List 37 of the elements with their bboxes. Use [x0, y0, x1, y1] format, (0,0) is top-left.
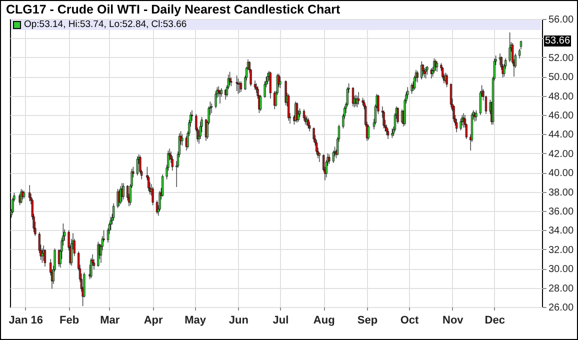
- candlestick: [358, 92, 360, 105]
- x-tick-label: Dec: [484, 314, 505, 326]
- x-tick-label: Mar: [100, 314, 120, 326]
- x-tick-label: Jul: [272, 314, 289, 326]
- y-tick-label: 42.00: [548, 148, 574, 160]
- x-tick-label: Apr: [144, 314, 164, 326]
- y-tick-label: 32.00: [548, 244, 574, 256]
- candlestick: [332, 150, 334, 164]
- y-tick-label: 36.00: [548, 206, 574, 218]
- x-tick-label: Nov: [442, 314, 464, 326]
- y-tick-label: 30.00: [548, 264, 574, 276]
- info-panel: Op:53.14, Hi:53.74, Lo:52.84, Cl:53.66: [11, 20, 541, 30]
- y-tick-label: 48.00: [548, 91, 574, 102]
- x-tick-label: Sep: [357, 314, 378, 326]
- x-tick-label: Oct: [400, 314, 419, 326]
- annotation: Op:53.14, Hi:53.74, Lo:52.84, Cl:53.66: [24, 19, 187, 30]
- y-tick-label: 56.00: [548, 14, 574, 26]
- y-tick-label: 26.00: [548, 302, 574, 314]
- candlestick: [406, 86, 409, 100]
- x-tick-label: Jun: [228, 314, 249, 326]
- chart-title: CLG17 - Crude Oil WTI - Daily Nearest Candlestick Chart: [6, 2, 341, 16]
- x-tick-label: Jan 16: [8, 314, 44, 326]
- y-tick-label: 52.00: [548, 52, 574, 64]
- candlestick: [436, 60, 438, 72]
- y-tick-label: 46.00: [548, 110, 574, 122]
- candlestick: [456, 118, 458, 133]
- candlestick: [136, 156, 138, 176]
- x-tick-label: Feb: [60, 314, 80, 326]
- y-tick-label: 34.00: [548, 226, 574, 237]
- x-tick-label: May: [184, 314, 207, 326]
- y-tick-label: 40.00: [548, 168, 574, 180]
- y-tick-label: 50.00: [548, 72, 574, 84]
- x-tick-label: Aug: [313, 314, 335, 326]
- y-tick-label: 44.00: [548, 130, 574, 141]
- y-tick-label: 28.00: [548, 283, 574, 294]
- text: 53.66: [544, 36, 572, 47]
- y-tick-label: 38.00: [548, 187, 574, 198]
